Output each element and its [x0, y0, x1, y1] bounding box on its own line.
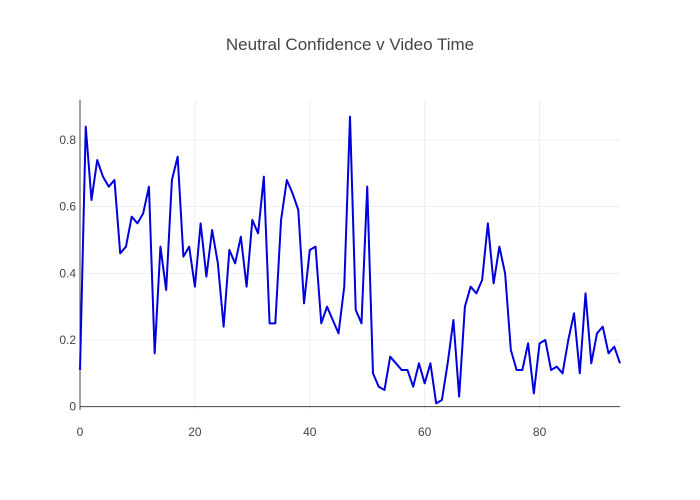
y-tick-label: 0.8: [59, 133, 76, 147]
y-tick-label: 0: [69, 400, 76, 414]
y-tick-label: 0.6: [59, 200, 76, 214]
x-tick-label: 20: [188, 425, 202, 439]
series-layer: [79, 115, 621, 405]
x-tick-label: 60: [418, 425, 432, 439]
y-tick-label: 0.2: [59, 333, 76, 347]
x-tick-label: 80: [533, 425, 547, 439]
series-line: [79, 115, 621, 405]
chart-title: Neutral Confidence v Video Time: [226, 35, 474, 54]
x-tick-label: 0: [77, 425, 84, 439]
x-tick-label: 40: [303, 425, 317, 439]
tick-labels: 0 20 40 60 80 0 0.2 0.4 0.6 0.8: [59, 133, 546, 439]
y-tick-label: 0.4: [59, 266, 76, 280]
